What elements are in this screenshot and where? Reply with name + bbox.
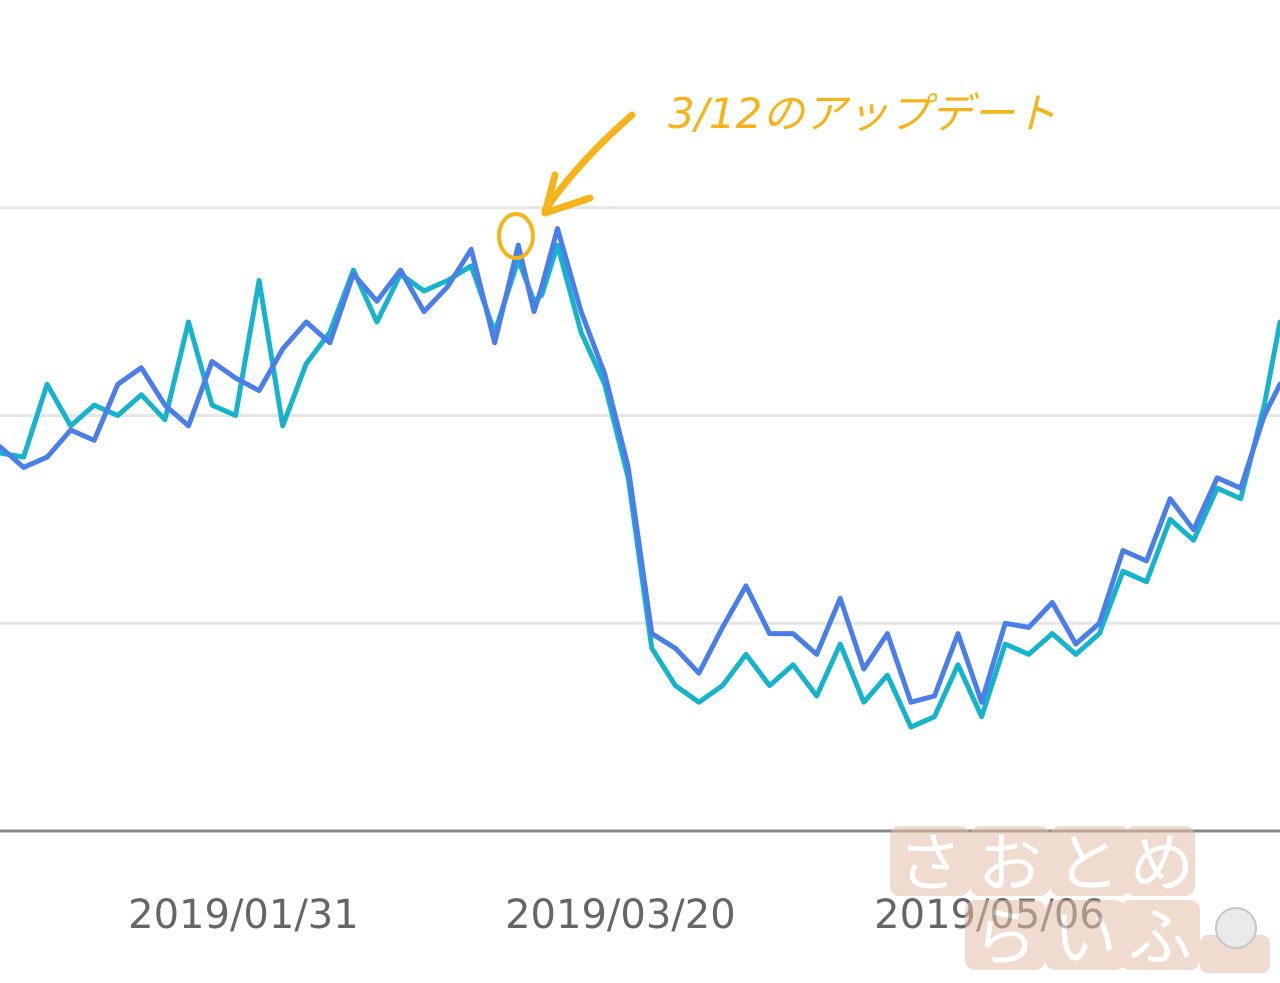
watermark-char: ふ [1128,902,1192,976]
watermark-char: め [1130,828,1194,902]
annotation: 3/12のアップデート [497,89,1056,260]
watermark-char: さ [898,828,962,902]
watermark-char: お [978,828,1042,902]
series-line [0,242,1280,730]
watermark-char: い [1053,902,1117,976]
watermark-char: ら [973,902,1037,976]
annotation-label: 3/12のアップデート [668,89,1056,138]
annotation-arrow-head [541,171,594,217]
x-tick-label: 2019/01/31 [128,892,359,938]
series-line [0,226,1280,705]
watermark-char: と [1056,828,1120,902]
annotation-arrow [541,111,636,214]
series-layer [0,226,1280,730]
x-tick-label: 2019/03/20 [505,892,736,938]
watermark-logo: さ お と め ら い ふ [890,826,1270,976]
annotation-circle [497,212,535,260]
